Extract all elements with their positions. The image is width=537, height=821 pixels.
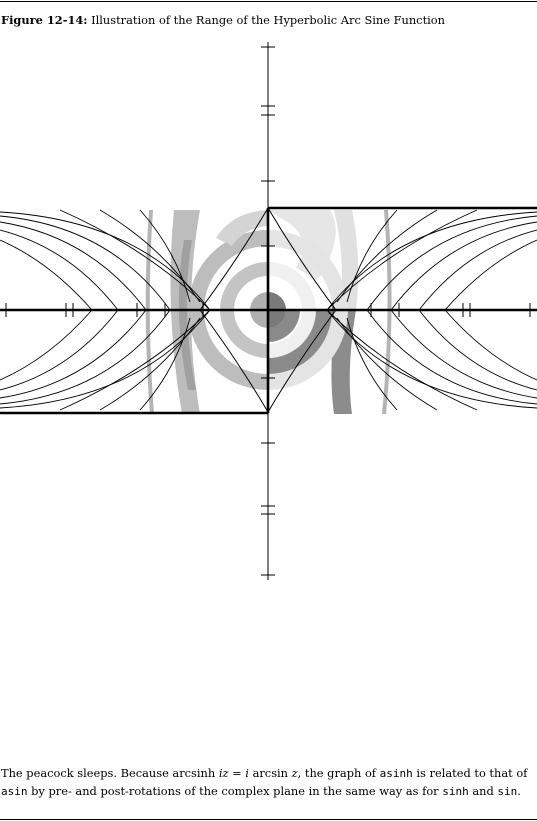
ring-mid-left — [220, 262, 268, 358]
band-far-left-3 — [178, 240, 196, 390]
bottom-rule — [0, 819, 537, 820]
caption-text-2: = — [228, 766, 246, 780]
axes — [0, 42, 537, 580]
caption-text-8: . — [517, 783, 521, 798]
y-axis-ticks — [261, 46, 275, 576]
figure-caption: The peacock sleeps. Because arcsinh iz =… — [1, 765, 536, 800]
caption-fn-sinh: sinh — [442, 784, 469, 798]
caption-fn-asin: asin — [1, 784, 28, 798]
ring-lower-right-dark-1 — [268, 310, 300, 342]
ring-outer-left — [188, 230, 268, 390]
top-rule — [0, 1, 537, 2]
figure-title: Figure 12-14: Illustration of the Range … — [1, 13, 536, 27]
caption-text-4: , the graph of — [297, 766, 380, 780]
caption-math-iz: iz — [218, 766, 229, 780]
caption-text-6: by pre- and post-rotations of the comple… — [27, 783, 443, 798]
band-far-right-1 — [382, 210, 392, 414]
caption-fn-asinh: asinh — [379, 767, 413, 780]
caption-math-i: i — [245, 766, 249, 780]
caption-text-7: and — [468, 783, 498, 798]
ring-mid-right — [268, 262, 316, 358]
caption-text-3: arcsin — [248, 766, 292, 780]
band-far-left-1 — [145, 210, 154, 414]
ring-outer-right — [268, 230, 348, 390]
caption-text-1: The peacock sleeps. Because arcsinh — [1, 766, 219, 780]
ring-left-arc-band — [216, 210, 268, 246]
caption-fn-sin: sin — [497, 784, 518, 798]
x-axis-ticks — [5, 303, 531, 317]
asinh-range-illustration — [0, 42, 537, 580]
ring-lower-right-dark-2 — [268, 310, 332, 374]
caption-text-5: is related to that of — [412, 766, 528, 780]
figure-label: Figure 12-14: — [1, 13, 88, 27]
figure-title-text: Illustration of the Range of the Hyperbo… — [91, 13, 445, 27]
caption-math-z: z — [291, 766, 298, 780]
